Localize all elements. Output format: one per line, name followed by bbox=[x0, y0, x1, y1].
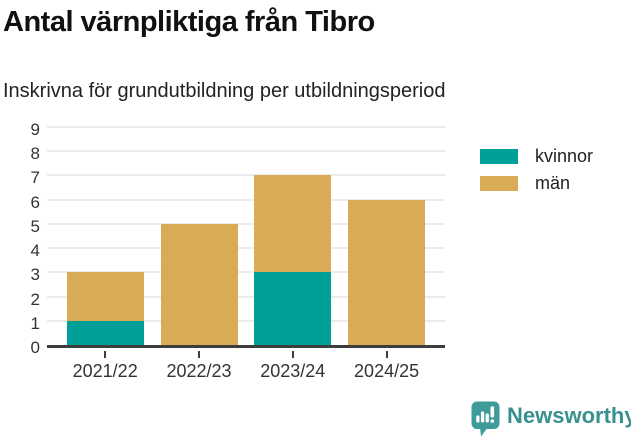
gridline bbox=[47, 126, 445, 128]
newsworthy-logo-icon bbox=[471, 401, 500, 437]
x-axis-tick-label: 2023/24 bbox=[260, 361, 326, 381]
gridline bbox=[47, 295, 445, 298]
newsworthy-logo-text: Newsworthy bbox=[507, 403, 631, 428]
x-axis-tick bbox=[385, 351, 388, 358]
x-axis-tick bbox=[198, 351, 200, 358]
gridline bbox=[47, 222, 445, 225]
y-axis-tick-label: 2 bbox=[30, 289, 40, 309]
y-axis-tick-label: 9 bbox=[30, 120, 40, 139]
plot-area bbox=[47, 126, 445, 348]
legend-item-man: män bbox=[480, 173, 593, 193]
gridline bbox=[47, 247, 445, 250]
y-axis-tick-label: 4 bbox=[30, 241, 40, 261]
x-axis-tick-label: 2024/25 bbox=[354, 361, 420, 381]
page-title: Antal värnpliktiga från Tibro bbox=[3, 6, 375, 38]
gridline bbox=[47, 319, 445, 322]
gridline bbox=[47, 271, 445, 274]
legend-swatch-kvinnor bbox=[480, 149, 518, 164]
legend-swatch-man bbox=[480, 176, 518, 191]
bar-segment-män-2024/25 bbox=[348, 199, 426, 345]
y-axis-tick-label: 3 bbox=[30, 265, 40, 285]
legend-label-kvinnor: kvinnor bbox=[535, 146, 594, 166]
y-axis-tick-label: 7 bbox=[30, 168, 40, 188]
x-axis-tick-label: 2021/22 bbox=[72, 361, 138, 381]
gridline bbox=[47, 150, 445, 153]
legend-label-man: män bbox=[535, 173, 571, 193]
legend-item-kvinnor: kvinnor bbox=[480, 146, 594, 166]
bar-segment-kvinnor-2023/24 bbox=[254, 272, 332, 345]
x-axis-tick bbox=[291, 351, 294, 358]
newsworthy-logo: Newsworthy bbox=[470, 400, 631, 438]
gridline bbox=[47, 198, 445, 201]
y-axis-tick-label: 8 bbox=[30, 144, 40, 164]
bar-segment-män-2022/23 bbox=[160, 223, 238, 345]
legend: kvinnor män bbox=[480, 146, 594, 203]
x-axis-tick-label: 2022/23 bbox=[166, 361, 232, 381]
y-axis-tick-label: 6 bbox=[30, 192, 40, 212]
gridline bbox=[47, 174, 445, 177]
page-subtitle: Inskrivna för grundutbildning per utbild… bbox=[3, 80, 446, 102]
y-axis-tick-label: 0 bbox=[30, 338, 40, 357]
y-axis-tick-label: 1 bbox=[30, 313, 40, 333]
y-axis-tick-label: 5 bbox=[30, 216, 40, 236]
bar-segment-kvinnor-2021/22 bbox=[66, 320, 144, 345]
bar-segment-män-2021/22 bbox=[66, 272, 144, 321]
x-axis-tick bbox=[104, 351, 107, 358]
bar-segment-män-2023/24 bbox=[254, 175, 332, 273]
